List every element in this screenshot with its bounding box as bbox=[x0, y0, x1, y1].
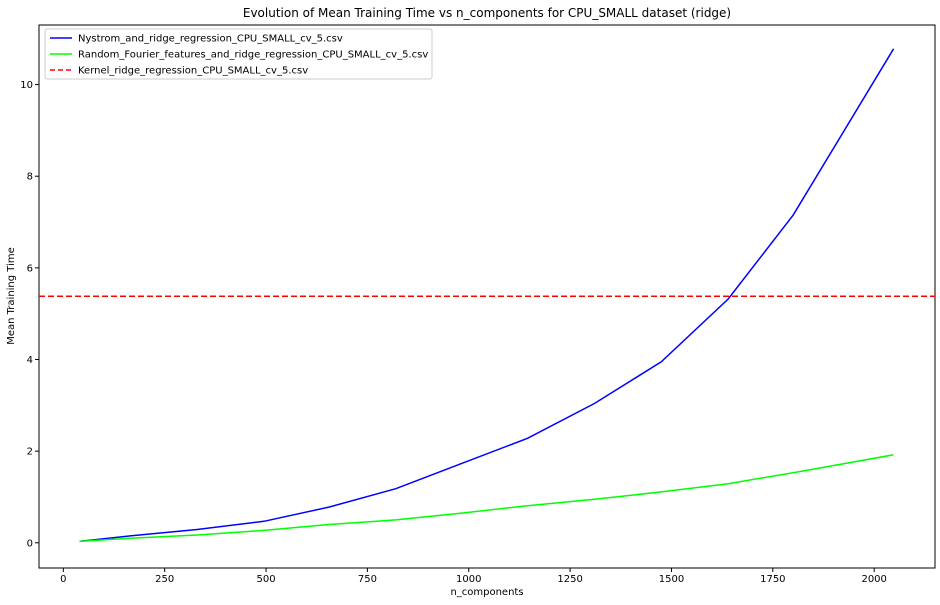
x-tick-label: 0 bbox=[60, 574, 66, 585]
y-tick-label: 6 bbox=[27, 263, 33, 274]
x-axis-label: n_components bbox=[450, 587, 523, 598]
y-tick-label: 2 bbox=[27, 447, 33, 458]
y-tick-label: 0 bbox=[27, 538, 33, 549]
x-axis: 0 250 500 750 1000 1250 1500 1750 2000 bbox=[60, 568, 887, 585]
y-axis-label: Mean Training Time bbox=[6, 247, 17, 345]
series-line-0 bbox=[79, 48, 895, 543]
chart-title: Evolution of Mean Training Time vs n_com… bbox=[243, 6, 731, 20]
legend-label-1: Random_Fourier_features_and_ridge_regres… bbox=[78, 50, 428, 61]
y-tick-label: 10 bbox=[20, 80, 33, 91]
x-tick-label: 1250 bbox=[557, 574, 582, 585]
series-line-1 bbox=[79, 454, 894, 543]
x-tick-label: 2000 bbox=[861, 574, 886, 585]
legend-label-2: Kernel_ridge_regression_CPU_SMALL_cv_5.c… bbox=[78, 66, 308, 77]
x-tick-label: 1000 bbox=[456, 574, 481, 585]
y-tick-label: 8 bbox=[27, 172, 33, 183]
y-tick-label: 4 bbox=[27, 355, 33, 366]
x-tick-label: 750 bbox=[358, 574, 377, 585]
x-tick-label: 500 bbox=[256, 574, 275, 585]
legend: Nystrom_and_ridge_regression_CPU_SMALL_c… bbox=[44, 28, 433, 80]
x-tick-label: 1500 bbox=[659, 574, 684, 585]
x-tick-label: 250 bbox=[155, 574, 174, 585]
legend-box bbox=[44, 28, 433, 80]
y-axis: 0 2 4 6 8 10 bbox=[20, 80, 39, 549]
series-layer bbox=[39, 48, 935, 543]
x-tick-label: 1750 bbox=[760, 574, 785, 585]
legend-label-0: Nystrom_and_ridge_regression_CPU_SMALL_c… bbox=[78, 34, 343, 45]
